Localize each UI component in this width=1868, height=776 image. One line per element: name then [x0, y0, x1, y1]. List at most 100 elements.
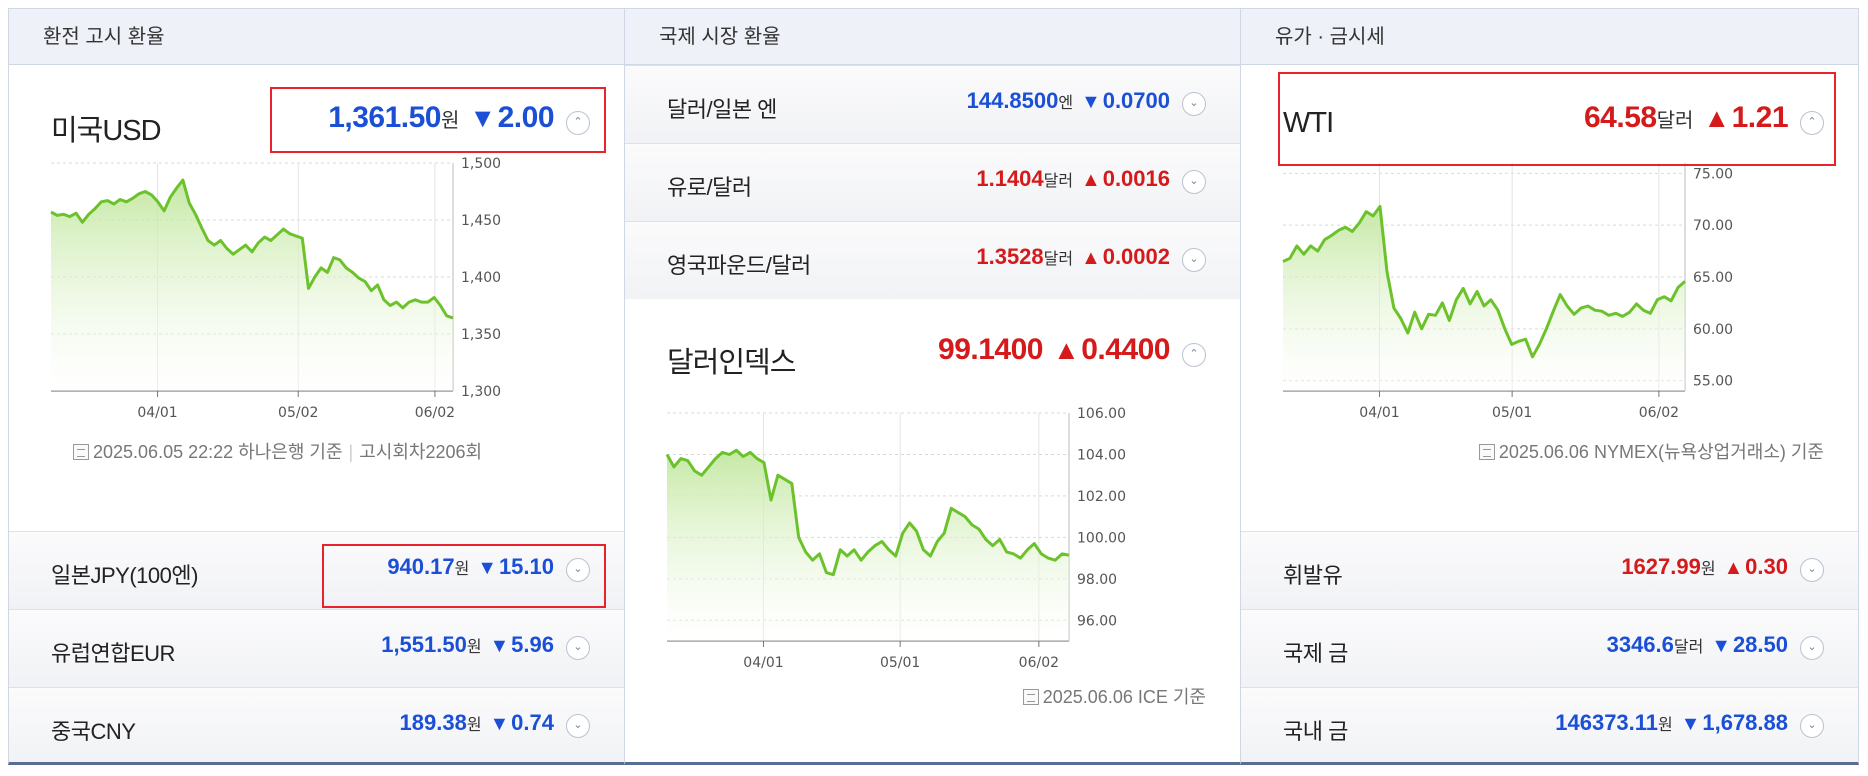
commodity-name: 휘발유 — [1283, 563, 1343, 588]
list-item[interactable]: 국제 금 3346.6달러 ▼28.50 ⌄ — [1241, 609, 1858, 687]
series-area — [51, 180, 453, 391]
rate-value: 1.3528 — [976, 244, 1044, 269]
index-name: 달러인덱스 — [667, 347, 796, 379]
main-rate-row[interactable]: 달러인덱스 99.1400 ▲0.4400 ⌃ — [625, 321, 1240, 391]
up-arrow-icon: ▲ — [1081, 169, 1101, 191]
source-note: 2025.06.05 22:22 하나은행 기준 | 고시회차2206회 — [73, 438, 482, 464]
expand-toggle-icon[interactable]: ⌄ — [566, 635, 590, 660]
expand-toggle-icon[interactable]: ⌄ — [1800, 635, 1824, 660]
panel-title: 유가 · 금시세 — [1241, 9, 1858, 65]
wti-chart: 75.00 70.00 65.00 60.00 55.00 04/01 05/01 06/02 — [1282, 149, 1813, 421]
rate-unit: 원 — [454, 561, 470, 578]
expand-toggle-icon[interactable]: ⌄ — [1182, 247, 1206, 272]
y-tick-label: 106.00 — [1077, 406, 1126, 422]
separator: | — [348, 442, 354, 462]
rate-value-group: 940.17원 ▼15.10 ⌄ — [387, 554, 590, 582]
expand-toggle-icon[interactable]: ⌄ — [1182, 169, 1206, 194]
y-tick-label: 70.00 — [1693, 218, 1733, 234]
list-item[interactable]: 유럽연합EUR 1,551.50원 ▼5.96 ⌄ — [9, 609, 624, 687]
source-date: 2025.06.06 — [1498, 442, 1589, 462]
panel-title: 국제 시장 환율 — [625, 9, 1240, 65]
change-value-group: ▼1,678.88 — [1681, 710, 1788, 735]
rate-value: 144.8500 — [966, 88, 1059, 113]
x-tick-label: 04/01 — [1359, 405, 1399, 421]
list-item[interactable]: 영국파운드/달러 1.3528달러 ▲0.0002 ⌄ — [625, 221, 1240, 299]
change-value: 28.50 — [1732, 632, 1788, 657]
change-value: 2.00 — [497, 101, 555, 134]
main-rate-section: WTI 64.58달러 ▲1.21 ⌃ 75.00 70.00 65.00 60.00 55… — [1241, 65, 1858, 531]
y-tick-label: 65.00 — [1693, 270, 1733, 286]
main-rate-section: 미국USD 1,361.50원 ▼2.00 ⌃ 1,500 1,450 1,400 1,3… — [9, 65, 624, 531]
collapse-toggle-icon[interactable]: ⌃ — [1182, 342, 1206, 367]
up-arrow-icon: ▲ — [1723, 557, 1744, 579]
expand-toggle-icon[interactable]: ⌄ — [566, 557, 590, 582]
expand-toggle-icon[interactable]: ⌄ — [1800, 713, 1824, 738]
wti-chart-svg: 75.00 70.00 65.00 60.00 55.00 04/01 05/01 06/02 — [1282, 163, 1733, 421]
international-rate-panel: 국제 시장 환율 달러/일본 엔 144.8500엔 ▼0.0700 ⌄ 유로/달러… — [625, 8, 1241, 765]
rate-value: 99.1400 — [938, 333, 1043, 366]
rate-unit: 달러 — [1043, 173, 1074, 190]
change-value-group: ▲1.21 — [1703, 101, 1788, 134]
rate-value: 3346.6 — [1606, 632, 1674, 657]
up-arrow-icon: ▲ — [1053, 335, 1080, 365]
rate-value: 146373.11 — [1555, 710, 1659, 735]
oil-gold-panel: 유가 · 금시세 WTI 64.58달러 ▲1.21 ⌃ 75.00 70.00 65.… — [1241, 8, 1859, 765]
collapse-toggle-icon[interactable]: ⌃ — [1800, 110, 1824, 135]
down-arrow-icon: ▼ — [489, 635, 510, 657]
change-value-group: ▼28.50 — [1711, 632, 1788, 657]
x-tick-label: 04/01 — [743, 655, 783, 671]
series-area — [1283, 206, 1685, 391]
rate-value-group: 1,361.50원 ▼2.00 ⌃ — [328, 101, 590, 135]
series-line — [665, 448, 1070, 577]
list-item[interactable]: 유로/달러 1.1404달러 ▲0.0016 ⌄ — [625, 143, 1240, 221]
change-value-group: ▲0.30 — [1724, 554, 1788, 579]
y-tick-label: 60.00 — [1693, 322, 1733, 338]
rate-value-group: 1627.99원 ▲0.30 ⌄ — [1621, 554, 1824, 582]
expand-toggle-icon[interactable]: ⌄ — [1182, 91, 1206, 116]
down-arrow-icon: ▼ — [1081, 91, 1101, 113]
expand-toggle-icon[interactable]: ⌄ — [1800, 557, 1824, 582]
collapse-toggle-icon[interactable]: ⌃ — [566, 110, 590, 135]
dollar-index-chart-svg: 106.00 104.00 102.00 100.00 98.00 96.00 04/01 0… — [665, 406, 1126, 671]
list-item[interactable]: 휘발유 1627.99원 ▲0.30 ⌄ — [1241, 531, 1858, 609]
y-tick-label: 1,300 — [461, 384, 501, 400]
currency-name: 일본JPY(100엔) — [51, 563, 198, 588]
x-tick-label: 06/02 — [1639, 405, 1679, 421]
rate-value: 64.58 — [1583, 101, 1657, 134]
source-date: 2025.06.05 22:22 — [93, 442, 234, 462]
highlight-box-jpy — [322, 544, 606, 608]
rate-unit: 원 — [1700, 561, 1716, 578]
rate-value: 1,361.50 — [328, 101, 441, 134]
rate-value-group: 1.3528달러 ▲0.0002 ⌄ — [976, 244, 1206, 272]
x-tick-label: 05/02 — [278, 405, 318, 421]
change-value-group: ▼0.0700 — [1081, 88, 1170, 113]
source-date: 2025.06.06 — [1042, 687, 1133, 707]
list-item[interactable]: 달러/일본 엔 144.8500엔 ▼0.0700 ⌄ — [625, 65, 1240, 143]
change-value-group: ▲0.4400 — [1053, 333, 1170, 366]
change-value: 1,678.88 — [1702, 710, 1788, 735]
x-tick-label: 06/02 — [1019, 655, 1059, 671]
international-rate-list: 달러/일본 엔 144.8500엔 ▼0.0700 ⌄ 유로/달러 1.1404달러… — [625, 65, 1240, 299]
up-arrow-icon: ▲ — [1703, 103, 1730, 133]
expand-toggle-icon[interactable]: ⌄ — [566, 713, 590, 738]
source-label: ICE 기준 — [1137, 687, 1206, 707]
rate-value-group: 189.38원 ▼0.74 ⌄ — [400, 710, 590, 738]
list-item[interactable]: 국내 금 146373.11원 ▼1,678.88 ⌄ — [1241, 687, 1858, 762]
rate-value-group: 3346.6달러 ▼28.50 ⌄ — [1607, 632, 1824, 660]
change-value: 0.0002 — [1102, 244, 1170, 269]
y-tick-label: 1,400 — [461, 270, 501, 286]
main-rate-row[interactable]: WTI 64.58달러 ▲1.21 ⌃ — [1241, 89, 1858, 159]
commodity-list: 휘발유 1627.99원 ▲0.30 ⌄ 국제 금 3346.6달러 ▼28.50 ⌄ … — [1241, 531, 1858, 762]
rate-value-group: 64.58달러 ▲1.21 ⌃ — [1584, 101, 1824, 135]
source-note: 2025.06.06 NYMEX(뉴욕상업거래소) 기준 — [1478, 438, 1824, 464]
document-icon — [1022, 689, 1039, 705]
y-tick-label: 100.00 — [1077, 530, 1126, 546]
list-item[interactable]: 중국CNY 189.38원 ▼0.74 ⌄ — [9, 687, 624, 762]
rate-value-group: 1,551.50원 ▼5.96 ⌄ — [381, 632, 590, 660]
list-item[interactable]: 일본JPY(100엔) 940.17원 ▼15.10 ⌄ — [9, 531, 624, 609]
rate-value: 1,551.50 — [381, 632, 467, 657]
rate-value: 189.38 — [399, 710, 467, 735]
rate-unit: 엔 — [1058, 95, 1074, 112]
change-value: 1.21 — [1731, 101, 1789, 134]
main-rate-row[interactable]: 미국USD 1,361.50원 ▼2.00 ⌃ — [9, 89, 624, 159]
